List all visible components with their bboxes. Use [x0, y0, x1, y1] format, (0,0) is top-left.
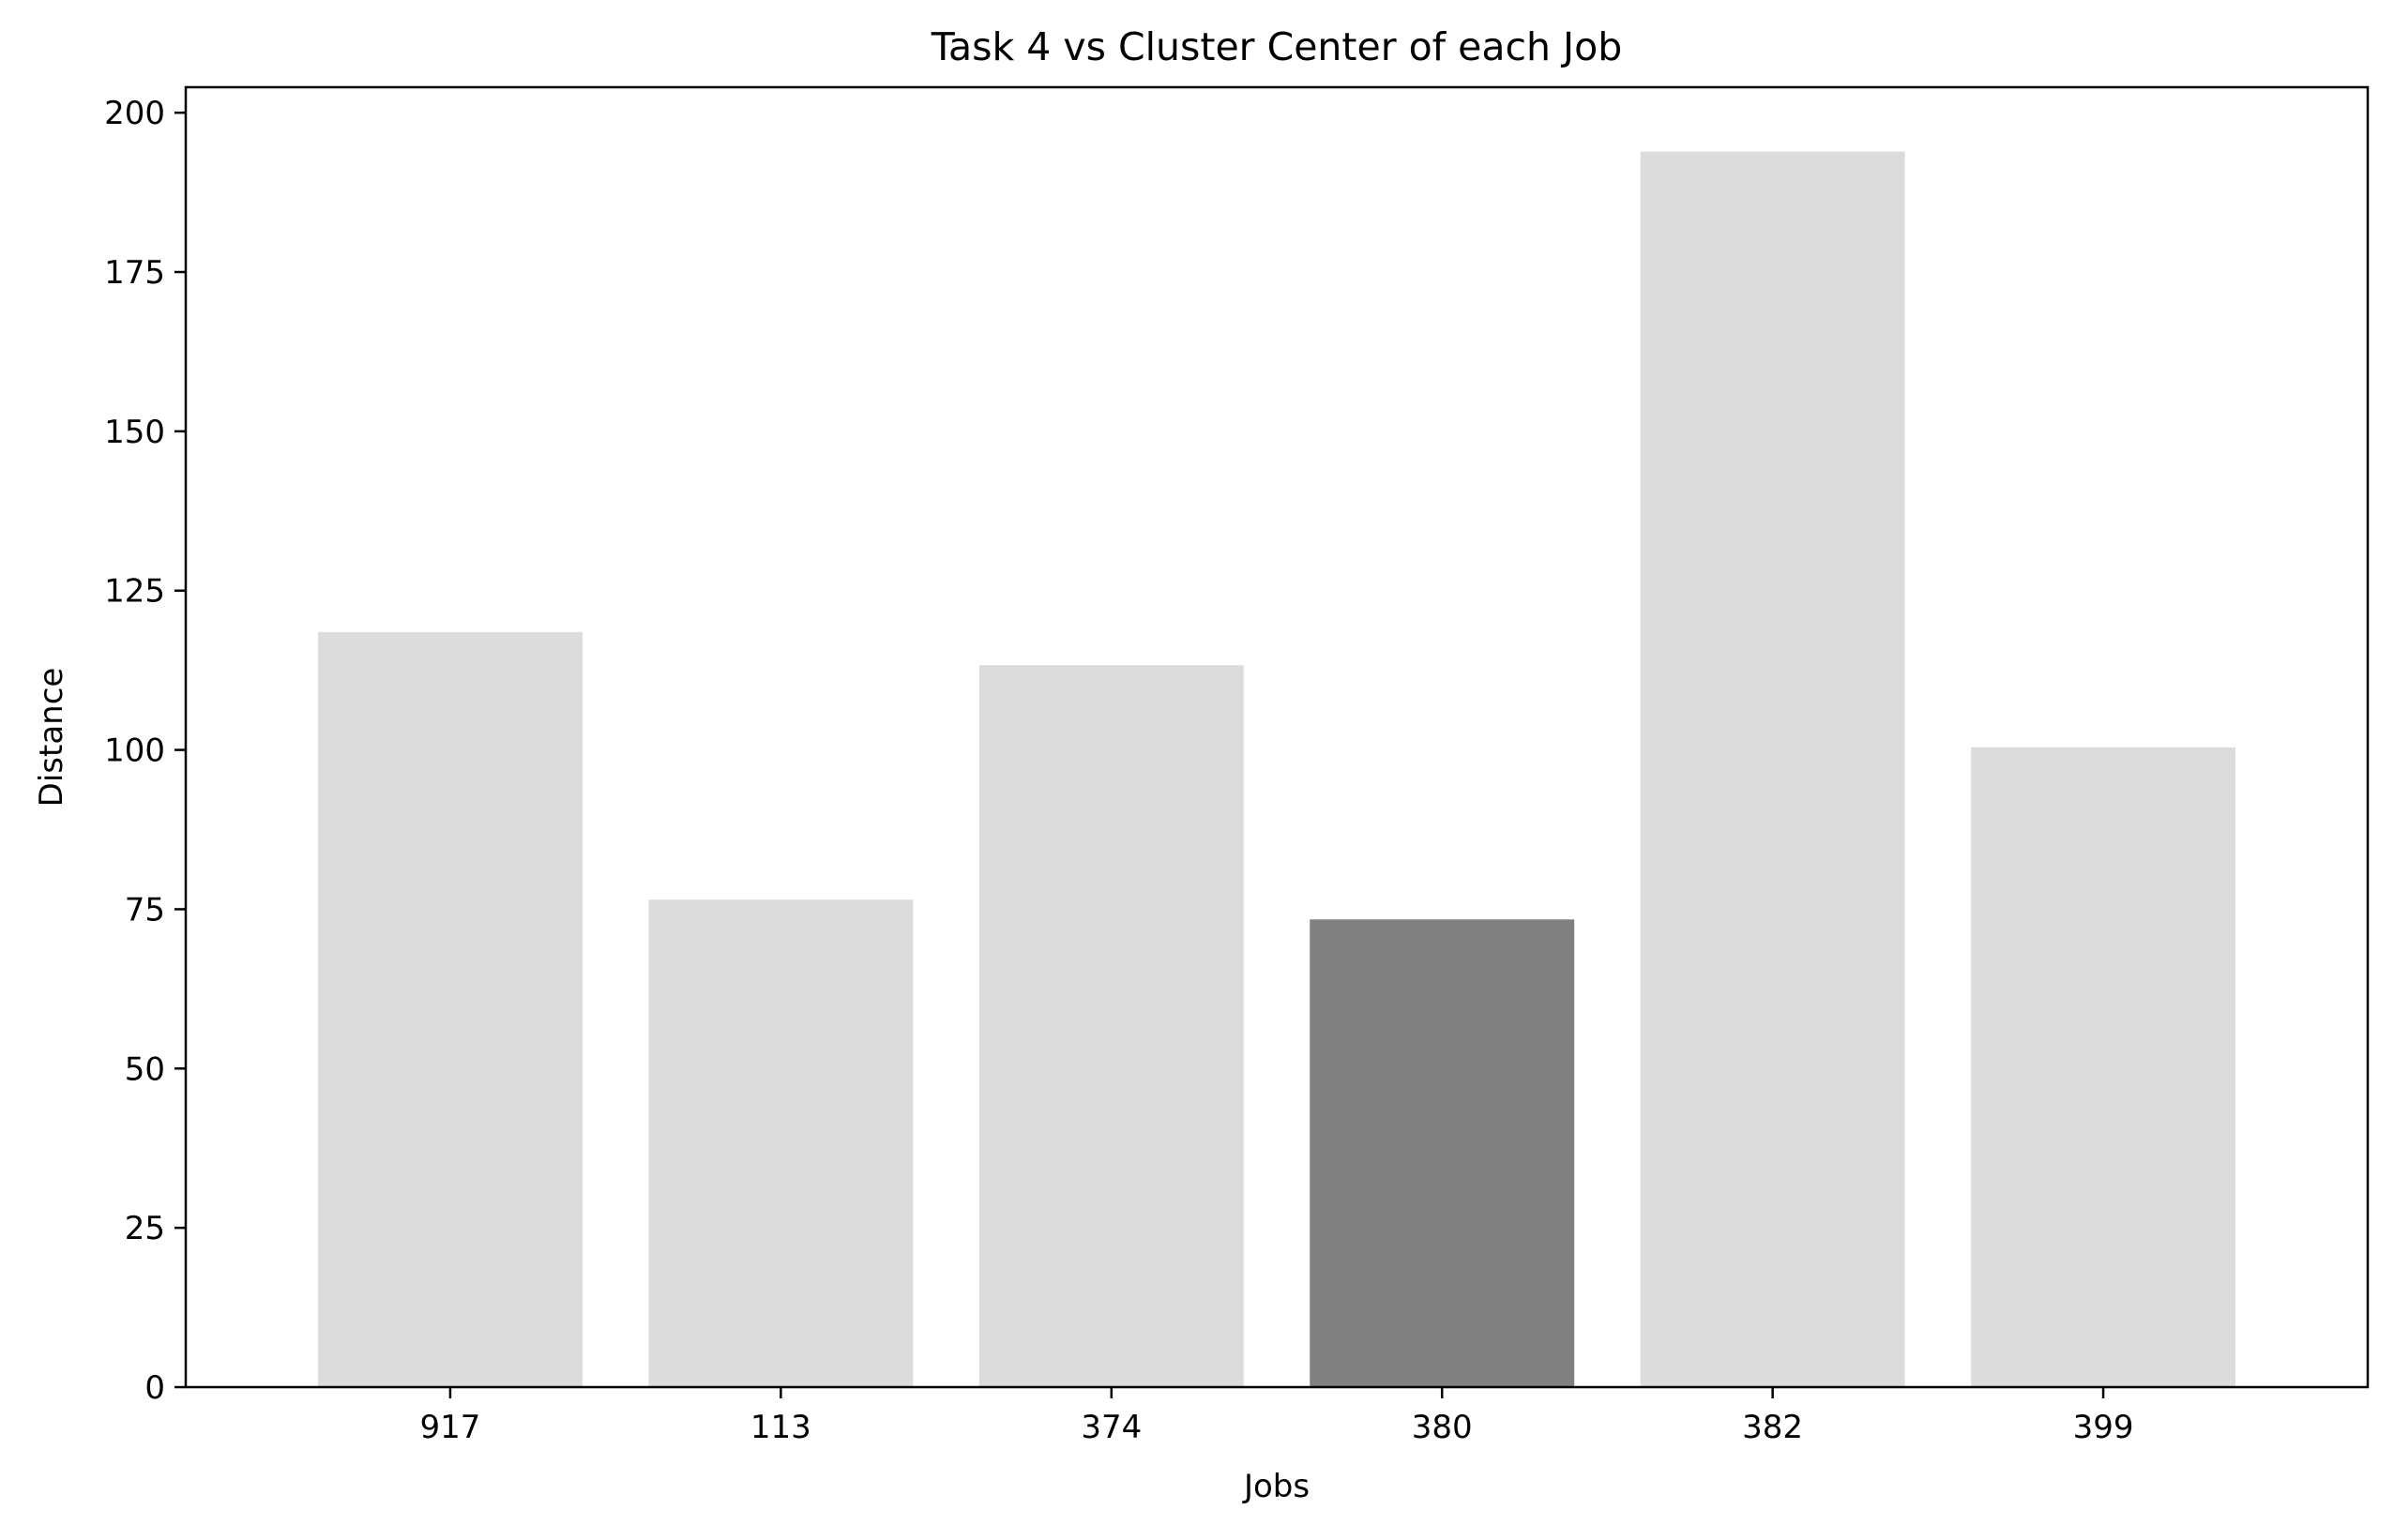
bar-113	[648, 899, 914, 1387]
y-tick-label: 200	[104, 95, 165, 132]
x-tick-label: 113	[750, 1409, 811, 1446]
bar-917	[317, 631, 583, 1387]
plot-frame	[184, 85, 2370, 1389]
y-axis-ticks: 0 25 50 75 100 125 150 175 200	[104, 95, 186, 1407]
x-axis-label: Jobs	[1242, 1468, 1310, 1505]
y-tick-label: 150	[104, 414, 165, 451]
y-tick-label: 125	[104, 573, 165, 611]
y-tick-label: 175	[104, 254, 165, 292]
bar-399	[1971, 747, 2236, 1387]
bars-group	[317, 151, 2236, 1387]
y-tick-label: 50	[125, 1050, 165, 1088]
x-tick-label: 399	[2073, 1409, 2134, 1446]
x-tick-label: 917	[419, 1409, 480, 1446]
y-tick-label: 75	[125, 891, 165, 929]
x-tick-label: 380	[1412, 1409, 1473, 1446]
x-tick-label: 382	[1742, 1409, 1803, 1446]
y-tick-label: 25	[125, 1210, 165, 1247]
chart-title: Task 4 vs Cluster Center of each Job	[931, 24, 1623, 69]
y-tick-label: 100	[104, 732, 165, 770]
x-axis-ticks: 917 113 374 380 382 399	[419, 1387, 2134, 1446]
y-tick-label: 0	[144, 1369, 165, 1407]
y-axis-label: Distance	[33, 668, 70, 808]
x-tick-label: 374	[1081, 1409, 1142, 1446]
bar-374	[978, 665, 1244, 1387]
bar-380	[1310, 919, 1575, 1387]
bar-382	[1640, 151, 1905, 1387]
